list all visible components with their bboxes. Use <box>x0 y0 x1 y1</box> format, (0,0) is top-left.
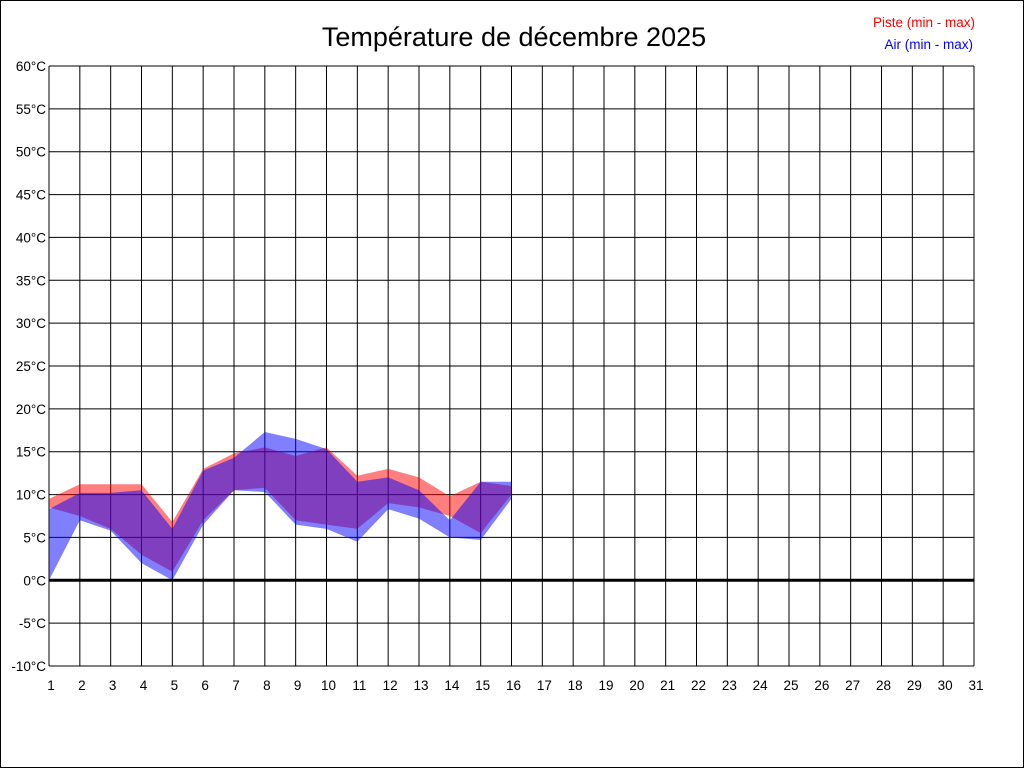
y-tick-label-20: 20°C <box>16 402 46 417</box>
x-tick-label-20: 20 <box>629 678 644 693</box>
chart-title: Température de décembre 2025 <box>322 22 706 52</box>
x-tick-label-24: 24 <box>753 678 769 693</box>
x-tick-label-26: 26 <box>814 678 829 693</box>
x-tick-label-25: 25 <box>783 678 798 693</box>
x-tick-label-8: 8 <box>263 678 271 693</box>
y-tick-label-10: 10°C <box>16 488 46 503</box>
y-tick-label-55: 55°C <box>16 102 46 117</box>
y-tick-label-45: 45°C <box>16 188 46 203</box>
y-tick-label-40: 40°C <box>16 230 46 245</box>
x-tick-label-11: 11 <box>352 678 366 693</box>
x-tick-labels: 1 2 3 4 5 6 7 8 9 10 11 12 13 14 15 16 17 18 19 20 21 22 23 24 2… <box>47 678 983 693</box>
x-tick-label-4: 4 <box>140 678 148 693</box>
legend-air: Air (min - max) <box>885 37 974 52</box>
x-tick-label-12: 12 <box>383 678 398 693</box>
series-layer <box>49 432 512 581</box>
legend-piste: Piste (min - max) <box>873 15 975 30</box>
x-tick-label-6: 6 <box>201 678 209 693</box>
x-tick-label-15: 15 <box>475 678 490 693</box>
y-tick-label-60: 60°C <box>16 59 46 74</box>
x-tick-label-28: 28 <box>876 678 891 693</box>
x-tick-label-7: 7 <box>232 678 240 693</box>
x-tick-label-13: 13 <box>413 678 428 693</box>
y-tick-label--5: -5°C <box>19 616 46 631</box>
x-tick-label-9: 9 <box>294 678 302 693</box>
x-tick-label-10: 10 <box>321 678 336 693</box>
y-tick-label-30: 30°C <box>16 316 46 331</box>
x-tick-label-1: 1 <box>47 678 55 693</box>
grid <box>48 65 975 667</box>
y-tick-label--10: -10°C <box>11 659 46 674</box>
y-tick-labels: 60°C 55°C 50°C 45°C 40°C 35°C 30°C 25°C 20°C 15°C… <box>11 59 46 674</box>
x-tick-label-23: 23 <box>722 678 737 693</box>
y-tick-label-35: 35°C <box>16 273 46 288</box>
x-tick-label-21: 21 <box>660 678 675 693</box>
y-tick-label-50: 50°C <box>16 145 46 160</box>
x-tick-label-14: 14 <box>444 678 460 693</box>
x-tick-label-30: 30 <box>938 678 953 693</box>
x-tick-label-19: 19 <box>598 678 613 693</box>
x-tick-label-22: 22 <box>691 678 706 693</box>
x-tick-label-16: 16 <box>506 678 521 693</box>
x-tick-label-17: 17 <box>537 678 552 693</box>
x-tick-label-2: 2 <box>78 678 86 693</box>
x-tick-label-27: 27 <box>845 678 860 693</box>
x-tick-label-5: 5 <box>171 678 179 693</box>
x-tick-label-18: 18 <box>568 678 583 693</box>
y-tick-label-15: 15°C <box>16 445 46 460</box>
x-tick-label-3: 3 <box>109 678 117 693</box>
y-tick-label-5: 5°C <box>23 530 46 545</box>
y-tick-label-25: 25°C <box>16 359 46 374</box>
x-tick-label-29: 29 <box>907 678 922 693</box>
x-tick-label-31: 31 <box>968 678 983 693</box>
y-tick-label-0: 0°C <box>23 573 46 588</box>
series-band-air <box>49 432 512 581</box>
